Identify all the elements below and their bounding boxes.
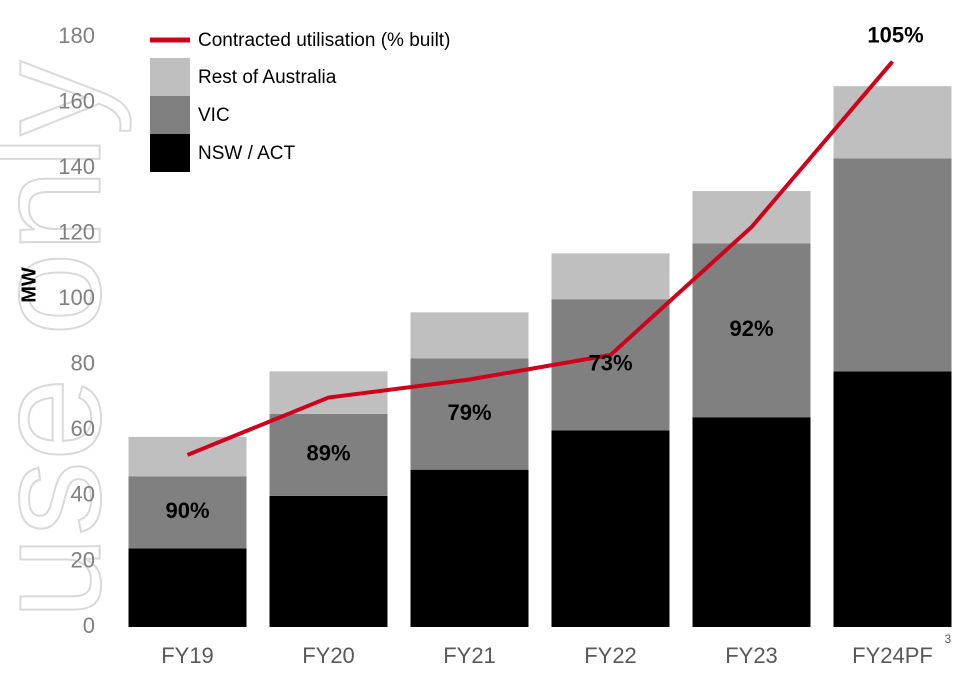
bar-segment [692,243,811,418]
bar-segment [128,476,247,549]
bar-segment [128,436,247,477]
bar-segment [692,417,811,627]
y-tick-label: 40 [71,482,95,507]
utilisation-label: 89% [306,441,350,466]
y-tick-label: 60 [71,416,95,441]
legend-swatch [150,58,190,96]
y-tick-label: 80 [71,351,95,376]
y-axis-label: MW [18,267,40,303]
x-tick-label: FY23 [725,643,778,668]
legend-label: NSW / ACT [198,143,296,164]
y-tick-label: 140 [58,154,95,179]
y-tick-label: 20 [71,547,95,572]
y-tick-label: 100 [58,285,95,310]
x-tick-label: FY20 [302,643,355,668]
x-tick-label: FY21 [443,643,496,668]
bar-segment [692,191,811,244]
bar-segment [833,158,952,372]
bar-segment [128,548,247,627]
bar-segment [269,413,388,496]
utilisation-label: 90% [165,498,209,523]
y-tick-label: 160 [58,88,95,113]
legend-label: Contracted utilisation (% built) [198,30,450,51]
x-tick-label: FY22 [584,643,637,668]
legend-label: VIC [198,105,230,126]
bar-segment [410,358,529,470]
utilisation-label: 105% [867,22,923,47]
x-tick-label: FY24PF [852,643,933,668]
utilisation-line [186,60,895,457]
bar-segment [551,253,670,300]
legend-swatch [150,96,190,134]
utilisation-label: 79% [447,400,491,425]
x-tick-label: FY19 [161,643,214,668]
y-tick-label: 0 [83,613,95,638]
bar-segment [551,430,670,627]
y-tick-label: 180 [58,23,95,48]
bar-segment [833,371,952,627]
watermark: use only [0,61,132,620]
legend-label: Rest of Australia [198,67,337,88]
category-note: 3 [945,632,952,646]
bar-segment [269,495,388,627]
y-tick-label: 120 [58,219,95,244]
utilisation-label: 73% [588,351,632,376]
utilisation-label: 92% [729,316,773,341]
bar-segment [410,312,529,359]
legend-swatch [150,134,190,172]
bar-segment [833,86,952,159]
bar-segment [410,469,529,627]
